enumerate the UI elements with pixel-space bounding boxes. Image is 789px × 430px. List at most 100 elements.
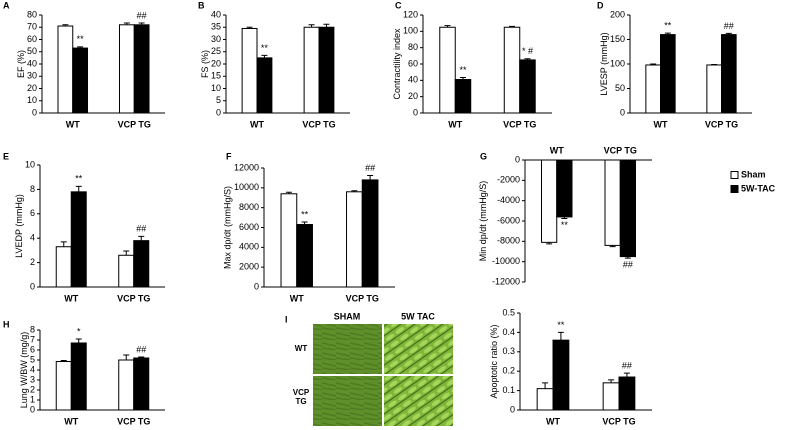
significance-label: ##	[622, 361, 632, 371]
legend-swatch	[730, 185, 739, 193]
bar	[721, 34, 737, 114]
legend-label: Sham	[741, 169, 766, 179]
bar	[241, 27, 258, 114]
significance-label: ##	[724, 21, 734, 31]
x-tick-label: VCP TG	[117, 293, 150, 303]
bar	[118, 254, 135, 288]
y-tick-label: -4000	[497, 195, 520, 205]
panel-letter: H	[3, 319, 10, 329]
error-bar	[546, 242, 553, 245]
bar	[619, 159, 636, 258]
y-tick-label: 0.5	[502, 307, 515, 317]
significance-label: **	[75, 174, 83, 184]
y-tick-label: 40	[408, 75, 418, 85]
bar	[645, 64, 661, 114]
y-tick-label: 0.1	[502, 385, 515, 395]
bar	[503, 26, 521, 114]
bar	[57, 25, 74, 114]
error-bar	[725, 32, 732, 35]
y-tick-label: 6000	[239, 222, 259, 232]
y-axis-label: LVESP (mmHg)	[599, 32, 609, 95]
panel-letter: F	[226, 151, 232, 161]
significance-label: **	[459, 65, 467, 75]
y-tick-label: 5	[216, 95, 221, 105]
y-tick-label: 0.2	[502, 366, 515, 376]
y-tick-label: 12000	[234, 162, 259, 172]
x-tick-label: WT	[448, 119, 462, 129]
y-tick-label: 6	[30, 344, 35, 354]
y-tick-label: 150	[610, 34, 625, 44]
bar	[296, 224, 313, 288]
significance-label: **	[561, 220, 569, 230]
y-tick-label: 40	[211, 9, 221, 19]
significance-label: ##	[365, 163, 375, 173]
x-tick-label: WT	[654, 119, 668, 129]
bar	[541, 159, 558, 243]
y-tick-label: 0.4	[502, 327, 515, 337]
bar	[556, 159, 573, 218]
error-bar	[308, 24, 315, 28]
y-tick-label: 40	[27, 58, 37, 68]
error-bar	[323, 23, 330, 28]
error-bar	[138, 22, 145, 25]
y-axis-label: Lung W/BW (mg/g)	[19, 332, 29, 409]
error-bar	[261, 54, 268, 58]
y-tick-label: 0.3	[502, 346, 515, 356]
bar	[303, 26, 320, 114]
bar	[552, 339, 570, 411]
y-tick-label: 100	[403, 26, 418, 36]
y-tick-label: 60	[27, 34, 37, 44]
bar	[256, 57, 273, 114]
error-bar	[60, 241, 67, 247]
y-tick-label: 0	[413, 107, 418, 117]
y-tick-label: 20	[211, 58, 221, 68]
error-bar	[301, 221, 308, 225]
y-tick-label: 35	[211, 22, 221, 32]
y-tick-label: 10	[25, 159, 35, 169]
y-tick-label: -6000	[497, 215, 520, 225]
panel-letter: C	[395, 0, 402, 10]
error-bar	[60, 360, 67, 362]
bar	[361, 179, 379, 288]
y-tick-label: -10000	[492, 256, 520, 266]
x-tick-label: WT	[290, 293, 304, 303]
y-tick-label: 0	[30, 404, 35, 414]
panel-letter: D	[597, 0, 604, 10]
y-tick-label: 0	[216, 107, 221, 117]
y-tick-label: 100	[610, 58, 625, 68]
y-tick-label: 80	[27, 9, 37, 19]
row-label: VCP TG	[292, 388, 310, 406]
bar	[618, 376, 636, 411]
bar	[454, 79, 472, 114]
error-bar	[367, 174, 374, 180]
y-tick-label: 0	[30, 281, 35, 291]
significance-label: ##	[136, 344, 146, 354]
bar	[536, 388, 554, 411]
significance-label: **	[557, 320, 565, 330]
significance-label: ##	[136, 224, 146, 234]
micrograph	[384, 324, 453, 374]
x-tick-label: VCP TG	[117, 416, 150, 426]
error-bar	[123, 354, 130, 360]
y-tick-label: 120	[403, 9, 418, 19]
y-tick-label: 80	[408, 42, 418, 52]
bar	[346, 191, 363, 288]
error-bar	[650, 63, 657, 65]
significance-label: **	[261, 43, 269, 53]
y-tick-label: 0	[620, 107, 625, 117]
error-bar	[557, 331, 564, 341]
error-bar	[608, 379, 615, 383]
y-tick-label: 50	[27, 46, 37, 56]
y-tick-label: 4	[30, 364, 35, 374]
legend-swatch	[730, 171, 739, 179]
y-tick-label: 20	[408, 91, 418, 101]
panel-letter: B	[198, 0, 205, 10]
y-tick-label: -12000	[492, 276, 520, 286]
y-tick-label: 8000	[239, 202, 259, 212]
y-tick-label: 60	[408, 58, 418, 68]
micrograph	[384, 376, 453, 426]
error-bar	[246, 26, 253, 29]
error-bar	[285, 191, 292, 194]
error-bar	[524, 58, 531, 60]
x-tick-label: VCP TG	[602, 416, 635, 426]
